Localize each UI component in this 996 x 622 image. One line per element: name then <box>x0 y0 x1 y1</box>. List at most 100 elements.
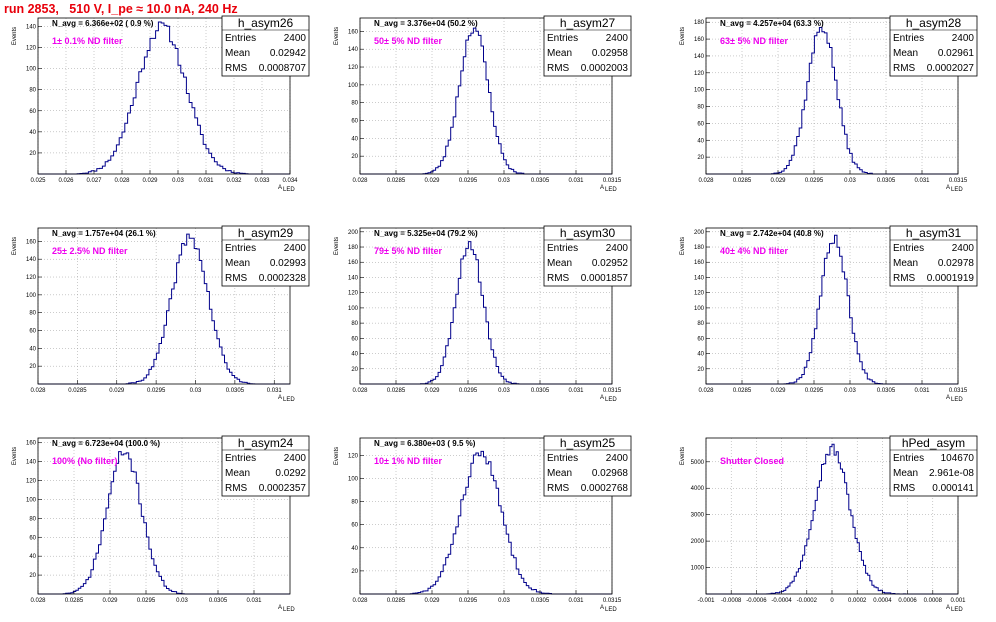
stats-value: 2400 <box>284 453 307 464</box>
x-tick-label: 0.0285 <box>387 598 406 604</box>
stats-box-title: hPed_asym <box>902 436 965 450</box>
x-tick-label: 0.031 <box>267 388 283 394</box>
x-tick-label: 0 <box>830 598 834 604</box>
x-tick-label: 0.0295 <box>459 598 478 604</box>
y-tick-label: 60 <box>29 535 36 541</box>
y-tick-label: 120 <box>348 453 359 459</box>
stats-value: 0.0002328 <box>259 273 307 284</box>
x-tick-label: 0.0305 <box>877 178 896 184</box>
stats-label: RMS <box>225 63 248 74</box>
y-tick-label: 80 <box>697 321 704 327</box>
x-tick-label: 0.03 <box>176 598 188 604</box>
x-tick-label: 0.028 <box>352 598 368 604</box>
x-tick-label: 0.03 <box>172 178 184 184</box>
x-tick-label: 0.032 <box>226 178 242 184</box>
x-axis-label-sub: LED <box>283 607 295 613</box>
navg-label: N_avg = 6.723e+04 (100.0 %) <box>52 439 160 448</box>
stats-label: Mean <box>547 468 572 479</box>
x-tick-label: 0.029 <box>424 178 440 184</box>
y-tick-label: 80 <box>697 105 704 111</box>
x-tick-label: 0.0315 <box>603 178 622 184</box>
x-tick-label: 0.031 <box>246 598 262 604</box>
y-tick-label: 160 <box>26 441 37 447</box>
y-tick-label: 180 <box>348 245 359 251</box>
y-axis-label: Events <box>12 237 18 255</box>
x-axis-label: A <box>946 185 950 191</box>
filter-label: 100% (No filter) <box>52 456 118 466</box>
x-tick-label: 0.026 <box>58 178 74 184</box>
stats-value: 2400 <box>606 243 629 254</box>
histogram-panel-hPed_asym: -0.001 -0.0008 -0.0006 -0.0004 -0.0002 0 0.000… <box>680 435 978 613</box>
y-tick-label: 1000 <box>691 566 705 572</box>
y-tick-label: 80 <box>351 321 358 327</box>
x-tick-label: 0.028 <box>30 388 46 394</box>
x-tick-label: 0.0315 <box>603 388 622 394</box>
x-tick-label: 0.031 <box>914 178 930 184</box>
stats-box-title: h_asym31 <box>906 226 962 240</box>
x-tick-label: 0.028 <box>114 178 130 184</box>
stats-label: Entries <box>893 33 924 44</box>
stats-box <box>221 15 310 77</box>
y-tick-label: 120 <box>694 291 705 297</box>
x-tick-label: 0.03 <box>498 598 510 604</box>
y-tick-label: 60 <box>697 336 704 342</box>
stats-value: 2400 <box>952 33 975 44</box>
y-tick-label: 60 <box>29 329 36 335</box>
y-axis-label: Events <box>680 27 686 45</box>
x-tick-label: 0.0305 <box>209 598 228 604</box>
stats-label: Mean <box>225 468 250 479</box>
stats-box <box>889 225 978 287</box>
x-tick-label: 0.0305 <box>226 388 245 394</box>
y-tick-label: 80 <box>29 88 36 94</box>
y-tick-label: 2000 <box>691 539 705 545</box>
x-tick-label: -0.0006 <box>746 598 767 604</box>
x-tick-label: 0.028 <box>698 178 714 184</box>
y-tick-label: 60 <box>29 109 36 115</box>
stats-label: Entries <box>893 243 924 254</box>
x-tick-label: 0.0002 <box>848 598 867 604</box>
y-tick-label: 40 <box>351 352 358 358</box>
y-tick-label: 140 <box>694 54 705 60</box>
navg-label: N_avg = 3.376e+04 (50.2 %) <box>374 19 478 28</box>
plot-frame <box>37 17 291 175</box>
y-tick-label: 120 <box>26 479 37 485</box>
stats-value: 0.0008707 <box>259 63 307 74</box>
stats-value: 0.02961 <box>938 48 975 59</box>
stats-label: Mean <box>225 258 250 269</box>
y-axis-label: Events <box>334 237 340 255</box>
y-tick-label: 120 <box>348 65 359 71</box>
y-tick-label: 100 <box>26 293 37 299</box>
stats-box <box>221 435 310 497</box>
histogram-panel-h_asym30: 0.028 0.0285 0.029 0.0295 0.03 0.0305 0.031 0.0… <box>334 225 632 403</box>
x-tick-label: 0.027 <box>86 178 102 184</box>
stats-value: 0.0002003 <box>581 63 629 74</box>
stats-label: Mean <box>893 468 918 479</box>
x-tick-label: 0.0295 <box>805 388 824 394</box>
y-tick-label: 60 <box>351 336 358 342</box>
x-tick-label: 0.031 <box>568 598 584 604</box>
y-tick-label: 40 <box>29 130 36 136</box>
plot-frame <box>705 227 959 385</box>
y-tick-label: 160 <box>348 260 359 266</box>
stats-box <box>543 435 632 497</box>
x-tick-label: 0.029 <box>142 178 158 184</box>
stats-value: 0.02978 <box>938 258 975 269</box>
y-tick-label: 160 <box>26 239 37 245</box>
y-tick-label: 40 <box>351 546 358 552</box>
x-tick-label: 0.0295 <box>147 388 166 394</box>
x-axis-label: A <box>278 185 282 191</box>
x-tick-label: 0.0305 <box>531 598 550 604</box>
y-axis-label: Events <box>334 447 340 465</box>
histogram-panel-h_asym24: 0.028 0.0285 0.029 0.0295 0.03 0.0305 0.031 20 4… <box>12 435 310 613</box>
filter-label: 25± 2.5% ND filter <box>52 246 128 256</box>
x-tick-label: 0.0305 <box>531 178 550 184</box>
y-tick-label: 4000 <box>691 486 705 492</box>
y-tick-label: 80 <box>351 101 358 107</box>
y-tick-label: 20 <box>351 154 358 160</box>
stats-label: RMS <box>893 483 916 494</box>
y-tick-label: 60 <box>351 523 358 529</box>
run-title: run 2853, 510 V, I_pe ≈ 10.0 nA, 240 Hz <box>4 2 238 16</box>
y-tick-label: 20 <box>697 155 704 161</box>
y-tick-label: 3000 <box>691 513 705 519</box>
x-tick-label: 0.033 <box>254 178 270 184</box>
